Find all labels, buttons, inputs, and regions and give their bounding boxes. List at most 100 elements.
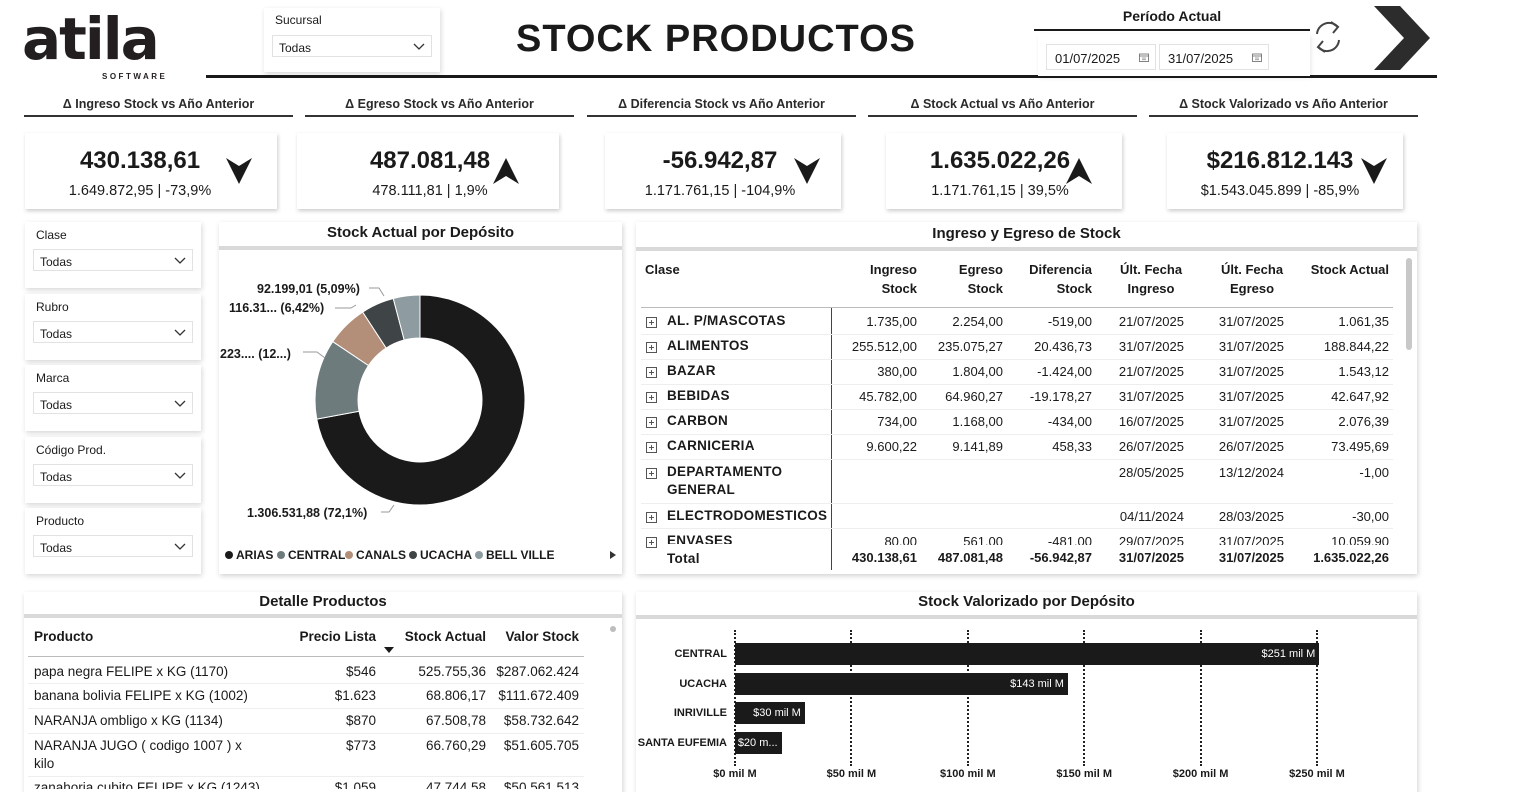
- col-header-stock-actual[interactable]: Stock Actual: [1310, 262, 1389, 277]
- cell-producto[interactable]: zanahoria cubito FELIPE x KG (1243): [34, 780, 260, 792]
- donut-title-bar: [219, 246, 622, 250]
- cell-ingreso: 80,00: [884, 534, 917, 549]
- legend-item[interactable]: ARIAS: [225, 548, 273, 562]
- col-header[interactable]: Ingreso Stock: [817, 260, 917, 298]
- row-class-label[interactable]: ELECTRODOMESTICOS: [667, 508, 828, 523]
- kpi-subvalue: $1.543.045.899 | -85,9%: [1200, 183, 1360, 199]
- col-header[interactable]: Últ. Fecha Ingreso: [1101, 260, 1201, 298]
- matrix-title: Ingreso y Egreso de Stock: [932, 225, 1121, 242]
- legend-item[interactable]: BELL VILLE: [475, 548, 554, 562]
- row-separator: [28, 776, 584, 777]
- col-header[interactable]: Egreso Stock: [903, 260, 1003, 298]
- filter-dropdown[interactable]: Todas: [33, 463, 193, 486]
- legend-item[interactable]: CENTRAL: [277, 548, 345, 562]
- expand-icon[interactable]: [646, 417, 657, 428]
- kpi-subvalue: 1.649.872,95 | -73,9%: [68, 183, 212, 199]
- legend-item[interactable]: UCACHA: [409, 548, 472, 562]
- cell-dif: -19.178,27: [1029, 389, 1092, 404]
- filter-dropdown[interactable]: Todas: [33, 535, 193, 557]
- expand-icon[interactable]: [646, 392, 657, 403]
- chevron-down-icon: [174, 257, 186, 264]
- donut-slice-bell-ville[interactable]: [392, 294, 421, 341]
- cell-precio: $773: [345, 738, 376, 753]
- sort-desc-icon[interactable]: [384, 647, 394, 654]
- expand-icon[interactable]: [646, 317, 657, 328]
- legend-dot: [475, 551, 483, 559]
- expand-icon[interactable]: [646, 442, 657, 453]
- kpi-title: Δ Ingreso Stock vs Año Anterior: [24, 97, 293, 117]
- row-class-label[interactable]: ALIMENTOS: [667, 338, 749, 353]
- cell-stock: 66.760,29: [425, 738, 486, 753]
- filter-dropdown[interactable]: Todas: [33, 320, 193, 343]
- total-uing: 31/07/2025: [1118, 550, 1184, 565]
- expand-icon[interactable]: [646, 367, 657, 378]
- x-tick-label: $100 mil M: [939, 768, 996, 780]
- legend-item[interactable]: CANALS: [345, 548, 406, 562]
- legend-next-icon[interactable]: [609, 550, 617, 560]
- row-class-label[interactable]: BAZAR: [667, 363, 716, 378]
- expand-icon[interactable]: [646, 537, 657, 548]
- detail-scrollbar[interactable]: [610, 626, 616, 632]
- kpi-title: Δ Diferencia Stock vs Año Anterior: [587, 97, 856, 117]
- cell-producto[interactable]: NARANJA ombligo x KG (1134): [34, 713, 223, 728]
- bar-santa-eufemia[interactable]: [735, 732, 782, 754]
- x-gridline: [966, 630, 969, 766]
- cell-ueg: 31/07/2025: [1218, 314, 1284, 329]
- chevron-down-icon: [174, 329, 186, 336]
- filter-slicer: Clase Todas: [25, 222, 201, 288]
- row-class-label[interactable]: AL. P/MASCOTAS: [667, 313, 786, 328]
- matrix-scrollbar[interactable]: [1406, 258, 1412, 350]
- bar-inriville[interactable]: [735, 702, 805, 724]
- row-class-label[interactable]: CARBON: [667, 413, 729, 428]
- legend-dot: [345, 551, 353, 559]
- row-class-label[interactable]: BEBIDAS: [667, 388, 730, 403]
- date-to-input[interactable]: 31/07/2025: [1159, 44, 1269, 70]
- cell-stock: 67.508,78: [425, 713, 486, 728]
- cell-precio: $546: [345, 664, 376, 679]
- expand-icon[interactable]: [646, 512, 657, 523]
- col-header-clase[interactable]: Clase: [645, 262, 680, 277]
- col-header[interactable]: Diferencia Stock: [992, 260, 1092, 298]
- cell-actual: 1.061,35: [1338, 314, 1389, 329]
- chevron-right-icon[interactable]: [1372, 6, 1432, 70]
- filter-value: Todas: [40, 469, 73, 484]
- col-header-line: Stock: [881, 281, 917, 296]
- row-class-label[interactable]: CARNICERIA: [667, 438, 755, 453]
- col-header-stock[interactable]: Stock Actual: [404, 629, 486, 644]
- col-header-precio[interactable]: Precio Lista: [299, 629, 376, 644]
- donut-slice-arias[interactable]: [316, 294, 526, 506]
- row-class-label[interactable]: DEPARTAMENTO: [667, 464, 783, 479]
- expand-icon[interactable]: [646, 468, 657, 479]
- period-title: Período Actual: [1122, 8, 1222, 24]
- arrow-down-icon: [794, 158, 820, 184]
- filter-dropdown[interactable]: Todas: [33, 392, 193, 414]
- x-tick-label: $0 mil M: [713, 768, 757, 780]
- refresh-icon[interactable]: [1311, 16, 1345, 58]
- x-gridline: [1083, 630, 1086, 766]
- cell-egreso: 1.804,00: [952, 364, 1003, 379]
- donut-label-central: 223.... (12...): [220, 347, 291, 361]
- filter-dropdown[interactable]: Todas: [33, 249, 193, 271]
- cell-egreso: 235.075,27: [937, 339, 1003, 354]
- col-header[interactable]: Últ. Fecha Egreso: [1202, 260, 1302, 298]
- header-divider: [206, 75, 1437, 78]
- date-from-value: 01/07/2025: [1055, 51, 1121, 66]
- bar-central[interactable]: [735, 643, 1320, 665]
- cell-producto[interactable]: kilo: [34, 756, 55, 771]
- cell-producto[interactable]: papa negra FELIPE x KG (1170): [34, 664, 229, 679]
- sucursal-dropdown[interactable]: Todas: [272, 35, 432, 57]
- col-header-producto[interactable]: Producto: [34, 629, 94, 644]
- detail-title-bar: [24, 614, 622, 618]
- cell-producto[interactable]: banana bolivia FELIPE x KG (1002): [34, 688, 248, 703]
- bar-ucacha[interactable]: [735, 673, 1068, 695]
- row-class-label[interactable]: ENVASES: [667, 533, 733, 548]
- expand-icon[interactable]: [646, 342, 657, 353]
- kpi-title: Δ Stock Actual vs Año Anterior: [868, 97, 1137, 117]
- cell-dif: -1.424,00: [1037, 364, 1092, 379]
- bar-data-label: $20 m...: [737, 737, 778, 749]
- row-class-label[interactable]: GENERAL: [667, 482, 736, 497]
- col-header-valor[interactable]: Valor Stock: [505, 629, 579, 644]
- date-from-input[interactable]: 01/07/2025: [1046, 44, 1156, 70]
- total-label: Total: [667, 551, 704, 566]
- cell-producto[interactable]: NARANJA JUGO ( codigo 1007 ) x: [34, 738, 242, 753]
